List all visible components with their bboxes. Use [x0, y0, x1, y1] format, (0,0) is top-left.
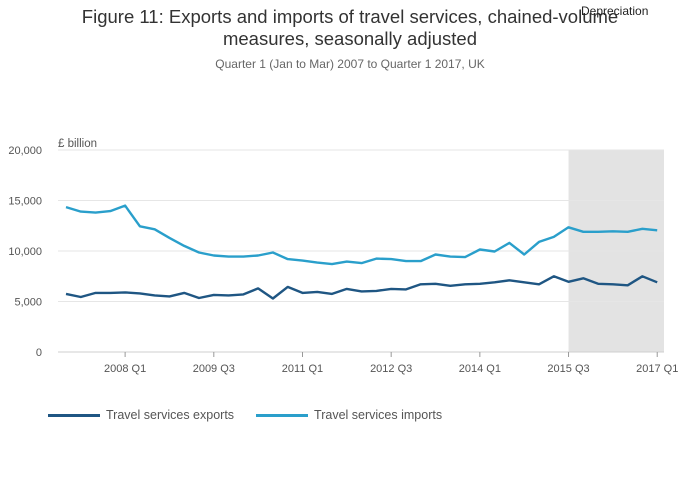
legend-label-exports: Travel services exports: [106, 408, 235, 422]
chart-title: Figure 11: Exports and imports of travel…: [0, 6, 700, 50]
chart-title-line-2: measures, seasonally adjusted: [222, 28, 477, 49]
x-tick-label: 2011 Q1: [282, 363, 323, 375]
legend-swatch-exports: [48, 413, 100, 417]
x-tick-label: 2008 Q1: [104, 363, 146, 375]
x-axis-ticks: 2008 Q1 2009 Q3 2011 Q1 2012 Q3 2014 Q1 2015 …: [104, 352, 678, 375]
legend-label-imports: Travel services imports: [314, 408, 443, 422]
legend-item-imports[interactable]: Travel services imports: [256, 408, 442, 422]
y-tick-label: 5,000: [14, 297, 42, 309]
legend-swatch-imports: [256, 413, 309, 417]
series-lines: [65, 204, 658, 300]
y-axis-label: £ billion: [58, 138, 97, 150]
chart-title-line-1: Figure 11: Exports and imports of travel…: [81, 6, 619, 27]
x-tick-label: 2009 Q3: [193, 363, 235, 375]
legend-item-exports[interactable]: Travel services exports: [48, 408, 234, 422]
gridlines: [58, 149, 664, 353]
y-axis-ticks: 0 5,000 10,000 15,000 20,000: [8, 145, 42, 359]
chart-subtitle: Quarter 1 (Jan to Mar) 2007 to Quarter 1…: [215, 57, 485, 71]
depreciation-annotation: Depreciation: [581, 4, 649, 18]
series-line-imports[interactable]: [65, 204, 658, 266]
x-tick-label: 2014 Q1: [459, 363, 501, 375]
x-tick-label: 2015 Q3: [547, 363, 589, 375]
legend: Travel services exports Travel services …: [48, 408, 464, 422]
y-tick-label: 15,000: [8, 196, 42, 208]
x-tick-label: 2012 Q3: [370, 363, 412, 375]
y-tick-label: 0: [36, 347, 42, 359]
x-tick-label: 2017 Q1: [636, 363, 678, 375]
y-tick-label: 10,000: [8, 246, 42, 258]
series-line-exports[interactable]: [65, 275, 658, 300]
y-tick-label: 20,000: [8, 145, 42, 157]
